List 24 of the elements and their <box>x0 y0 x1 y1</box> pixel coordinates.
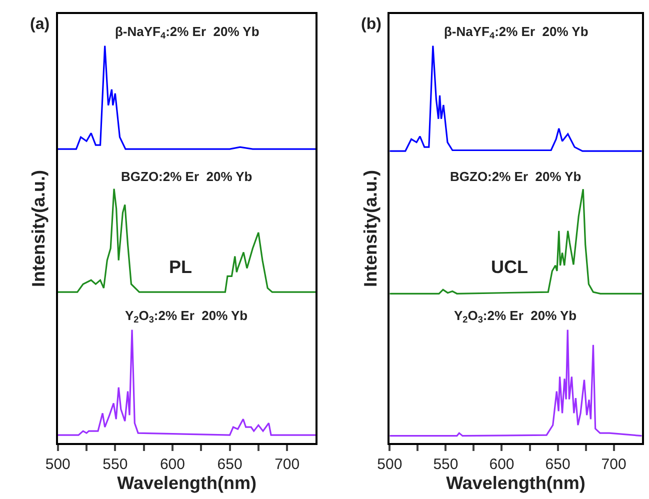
x-tick-label: 600 <box>160 456 185 473</box>
x-tick-label: 550 <box>102 456 128 473</box>
annotation: UCL <box>491 257 528 277</box>
x-axis-title: Wavelength(nm) <box>446 473 586 493</box>
text: (b) <box>361 16 382 33</box>
text: (a) <box>30 16 50 33</box>
x-axis-title: Wavelength(nm) <box>117 473 256 493</box>
x-tick-label: 500 <box>377 456 402 473</box>
y-axis-title: Intensity(a.u.) <box>360 170 380 288</box>
series-label: β-NaYF$_{4}$:2% Er 20% Yb <box>115 24 260 41</box>
series-label: BGZO:2% Er 20% Yb <box>121 169 252 184</box>
series-label: BGZO:2% Er 20% Yb <box>450 169 582 184</box>
x-tick-label: 700 <box>601 456 626 473</box>
series-label: Y$_{2}$O$_{3}$:2% Er 20% Yb <box>125 308 248 325</box>
x-tick-label: 600 <box>489 456 514 473</box>
x-tick-label: 700 <box>274 456 300 473</box>
series-label: β-NaYF$_{4}$:2% Er 20% Yb <box>444 24 588 41</box>
x-tick-label: 650 <box>545 456 570 473</box>
annotation: PL <box>169 257 192 277</box>
series-label: Y$_{2}$O$_{3}$:2% Er 20% Yb <box>454 308 577 325</box>
x-tick-label: 550 <box>433 456 458 473</box>
x-tick-label: 500 <box>45 456 70 473</box>
y-axis-title: Intensity(a.u.) <box>28 170 49 288</box>
x-tick-label: 650 <box>217 456 242 473</box>
